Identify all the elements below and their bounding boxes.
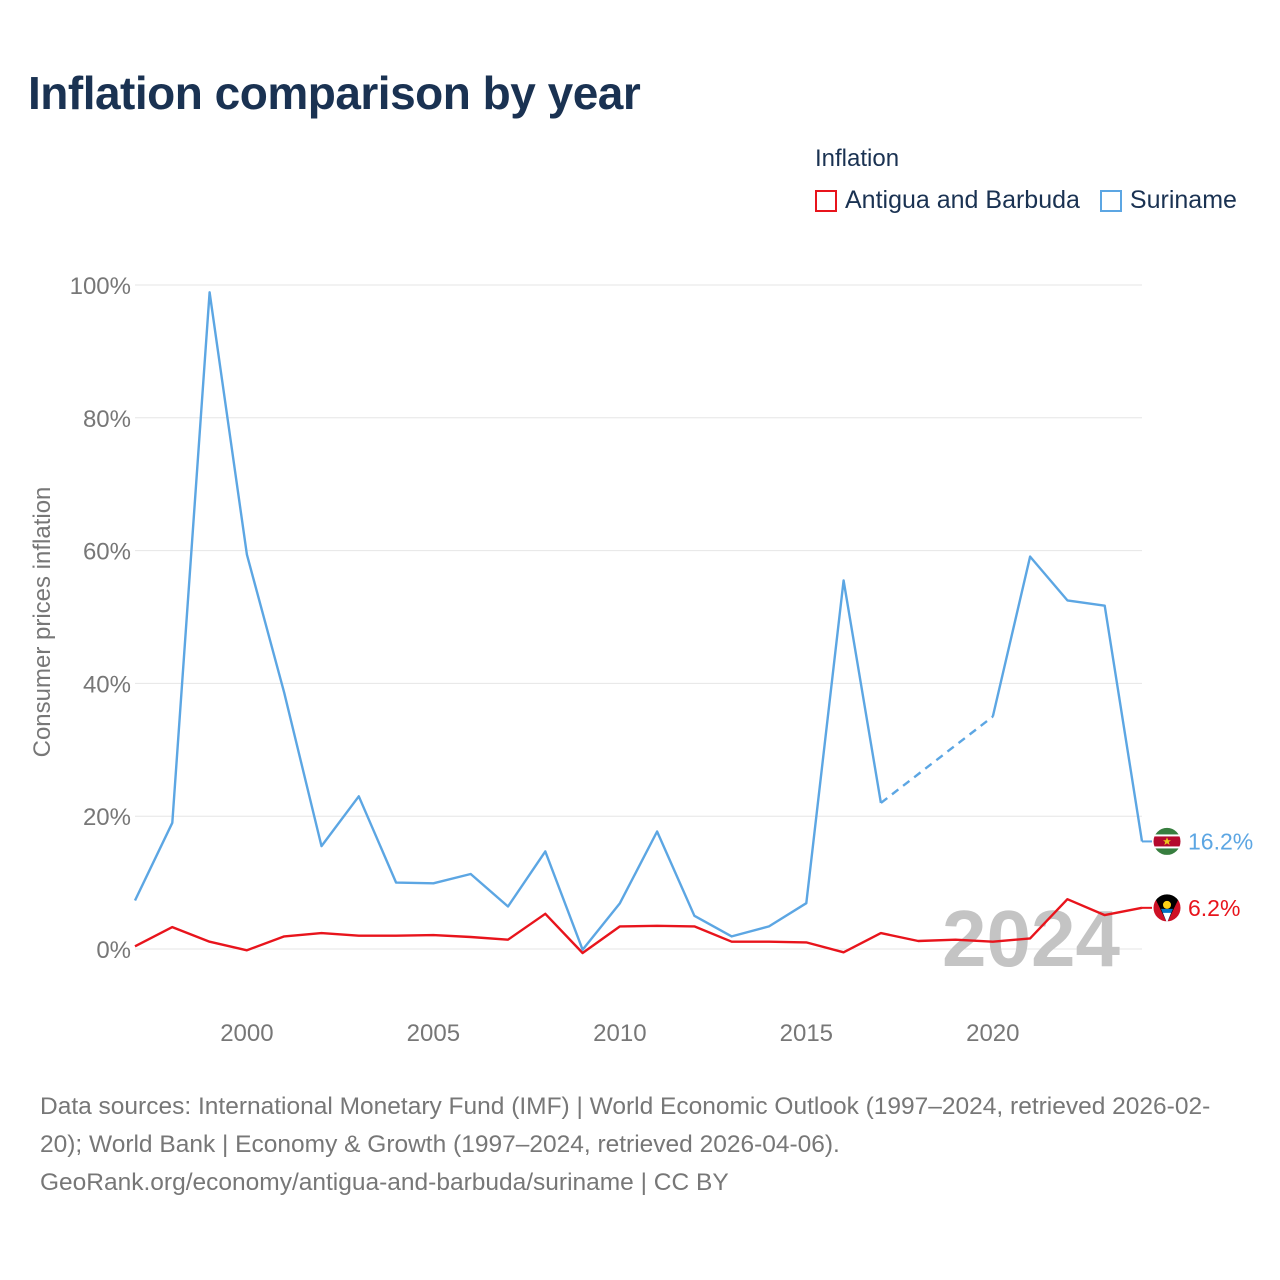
legend-swatch-antigua-and-barbuda [815, 189, 837, 212]
series-gap-suriname-1 [880, 715, 994, 804]
legend-label-suriname: Suriname [1129, 186, 1237, 214]
x-tick-labels: 2000 2005 2010 2015 2020 [220, 1020, 1019, 1047]
x-tick-2015: 2015 [780, 1020, 833, 1047]
x-tick-2010: 2010 [593, 1020, 646, 1047]
data-sources-text: Data sources: International Monetary Fun… [40, 1093, 1211, 1158]
chart-title: Inflation comparison by year [28, 67, 641, 119]
x-tick-2000: 2000 [220, 1020, 273, 1047]
flag-suriname-icon [1152, 826, 1182, 856]
legend-swatch-suriname [1099, 189, 1122, 212]
legend-item-antigua-and-barbuda[interactable]: Antigua and Barbuda [815, 186, 1080, 215]
y-tick-100: 100% [70, 273, 131, 300]
footer: Data sources: International Monetary Fun… [40, 1088, 1250, 1202]
credit-link[interactable]: GeoRank.org/economy/antigua-and-barbuda/… [40, 1169, 729, 1196]
legend-item-suriname[interactable]: Suriname [1099, 186, 1237, 215]
series-line-suriname-part-1 [133, 291, 883, 951]
end-label-antigua-and-barbuda: 6.2% [1188, 895, 1240, 921]
grid-lines [135, 284, 1142, 950]
series-lines [133, 291, 1144, 955]
y-tick-80: 80% [83, 406, 131, 433]
y-tick-20: 20% [83, 804, 131, 831]
series-line-antigua-and-barbuda [134, 898, 1143, 955]
x-tick-2005: 2005 [407, 1020, 460, 1047]
legend-title: Inflation [815, 145, 900, 172]
x-tick-2020: 2020 [966, 1020, 1019, 1047]
end-label-suriname: 16.2% [1188, 828, 1253, 854]
flag-antigua-and-barbuda-icon [1152, 893, 1182, 923]
end-labels: 6.2% 16.2% [1142, 826, 1253, 923]
y-tick-labels: 0% 20% 40% 60% 80% 100% [70, 273, 131, 964]
y-tick-40: 40% [83, 671, 131, 698]
legend-label-antigua-and-barbuda: Antigua and Barbuda [845, 186, 1080, 214]
y-tick-60: 60% [83, 539, 131, 566]
chart-plot: 0%20%40%60%80%100% 2000 2005 2010 2015 2020 … [29, 273, 1253, 1047]
y-tick-0: 0% [96, 937, 131, 964]
legend: Antigua and Barbuda Suriname [815, 186, 1237, 215]
y-axis-label: Consumer prices inflation [29, 487, 56, 758]
series-line-suriname-part-2 [991, 555, 1144, 842]
